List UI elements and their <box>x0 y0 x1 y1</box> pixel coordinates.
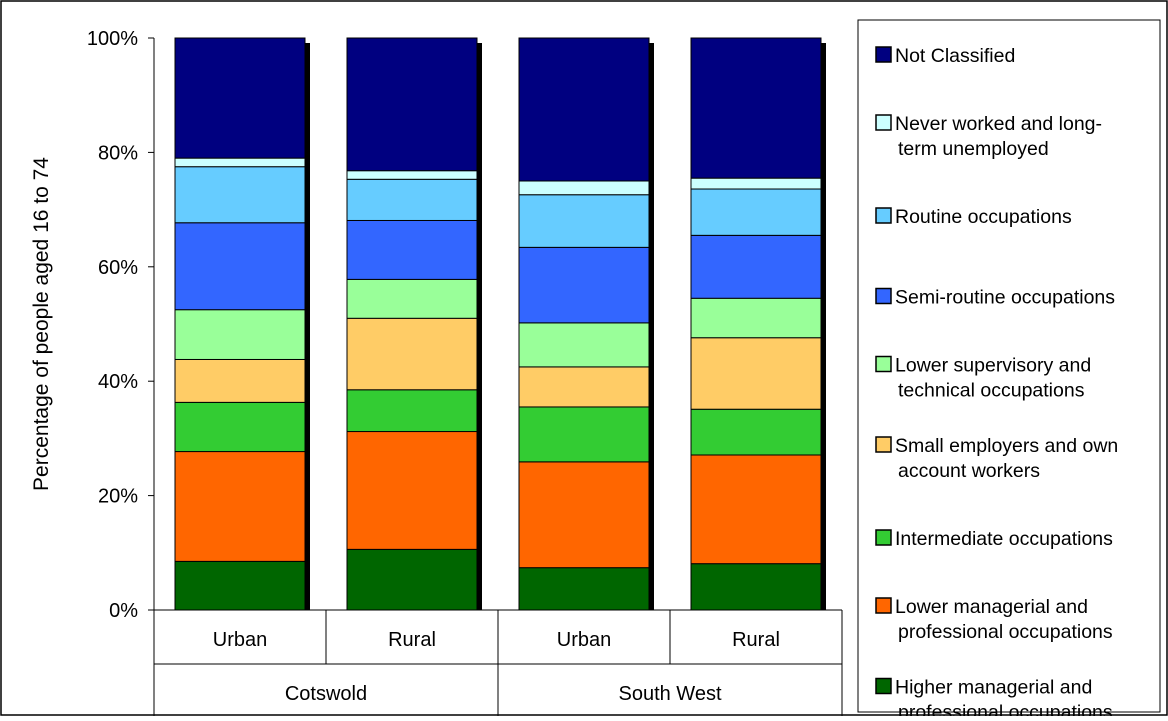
y-tick-label: 100% <box>87 28 138 50</box>
bar-segment <box>518 567 650 611</box>
bar-segment <box>346 317 478 391</box>
bar-shadow <box>305 43 310 610</box>
bar-segment <box>346 548 478 611</box>
bar-segment <box>174 358 306 403</box>
bar-segment <box>174 560 306 611</box>
legend-label: Routine occupations <box>895 206 1072 228</box>
bar-segment <box>346 278 478 319</box>
bar-segment <box>518 461 650 569</box>
x-group-label: South West <box>618 683 721 705</box>
legend-label: Never worked and long-term unemployed <box>895 113 1102 160</box>
bar-segment <box>518 406 650 463</box>
bar-segment <box>690 37 822 179</box>
x-tick-label: Urban <box>213 629 267 651</box>
legend-swatch <box>875 436 892 453</box>
bar-segment <box>690 188 822 236</box>
legend-label: Intermediate occupations <box>895 528 1113 550</box>
bar-segment <box>690 337 822 410</box>
x-tick-label: Urban <box>557 629 611 651</box>
bar-segment <box>174 451 306 562</box>
legend-box <box>857 19 1161 713</box>
legend-label: Lower managerial and professional occupat… <box>895 596 1113 643</box>
x-tick-label: Rural <box>732 629 780 651</box>
y-tick-label: 80% <box>98 142 138 164</box>
bar-segment <box>690 177 822 190</box>
bar-segment <box>518 246 650 324</box>
legend-label: Lower supervisory and technical occupatio… <box>895 355 1091 402</box>
bar-segment <box>174 309 306 360</box>
bar-segment <box>346 178 478 221</box>
bar-shadow <box>649 43 654 610</box>
y-tick-label: 40% <box>98 371 138 393</box>
bar-segment <box>174 401 306 453</box>
legend-swatch <box>875 46 892 63</box>
bar-segment <box>690 408 822 456</box>
legend-swatch <box>875 597 892 614</box>
bar-segment <box>690 563 822 611</box>
legend-swatch <box>875 529 892 546</box>
legend-swatch <box>875 355 892 373</box>
x-axis: Urban Rural Urban Rural Cotswold South West <box>153 609 843 716</box>
legend-swatch <box>875 677 892 695</box>
bar-segment <box>346 170 478 180</box>
bar-segment <box>174 37 306 159</box>
bar-segment <box>174 166 306 224</box>
bar-segment <box>690 297 822 339</box>
bar-segment <box>518 322 650 368</box>
bar-segment <box>518 37 650 182</box>
bar-segment <box>518 180 650 196</box>
x-group-label: Cotswold <box>285 683 367 705</box>
bar-segment <box>518 194 650 248</box>
legend-swatch <box>875 207 892 224</box>
legend-label: Semi-routine occupations <box>895 287 1115 309</box>
y-axis: 0% 20% 40% 60% 80% 100% <box>87 28 155 622</box>
y-tick-label: 60% <box>98 257 138 279</box>
bar-segment <box>346 37 478 172</box>
y-tick-label: 0% <box>109 600 138 622</box>
bar-segment <box>346 431 478 550</box>
y-tick-label: 20% <box>98 486 138 508</box>
legend-label: Higher managerial and professional occupa… <box>895 677 1113 717</box>
bar-segment <box>174 157 306 168</box>
legend: Not Classified Never worked and long-term… <box>875 45 1118 721</box>
x-tick-label: Rural <box>388 629 436 651</box>
y-axis-title: Percentage of people aged 16 to 74 <box>30 157 53 491</box>
legend-swatch <box>875 114 892 131</box>
bars <box>174 37 826 611</box>
legend-label: Not Classified <box>895 45 1015 67</box>
bar-shadow <box>477 43 482 610</box>
bar-segment <box>174 222 306 311</box>
bar-segment <box>346 389 478 433</box>
bar-segment <box>690 234 822 299</box>
legend-label: Small employers and own account workers <box>895 435 1118 482</box>
bar-segment <box>690 454 822 565</box>
legend-swatch <box>875 287 892 305</box>
bar-shadow <box>821 43 826 610</box>
bar-segment <box>518 366 650 408</box>
bar-segment <box>346 219 478 280</box>
